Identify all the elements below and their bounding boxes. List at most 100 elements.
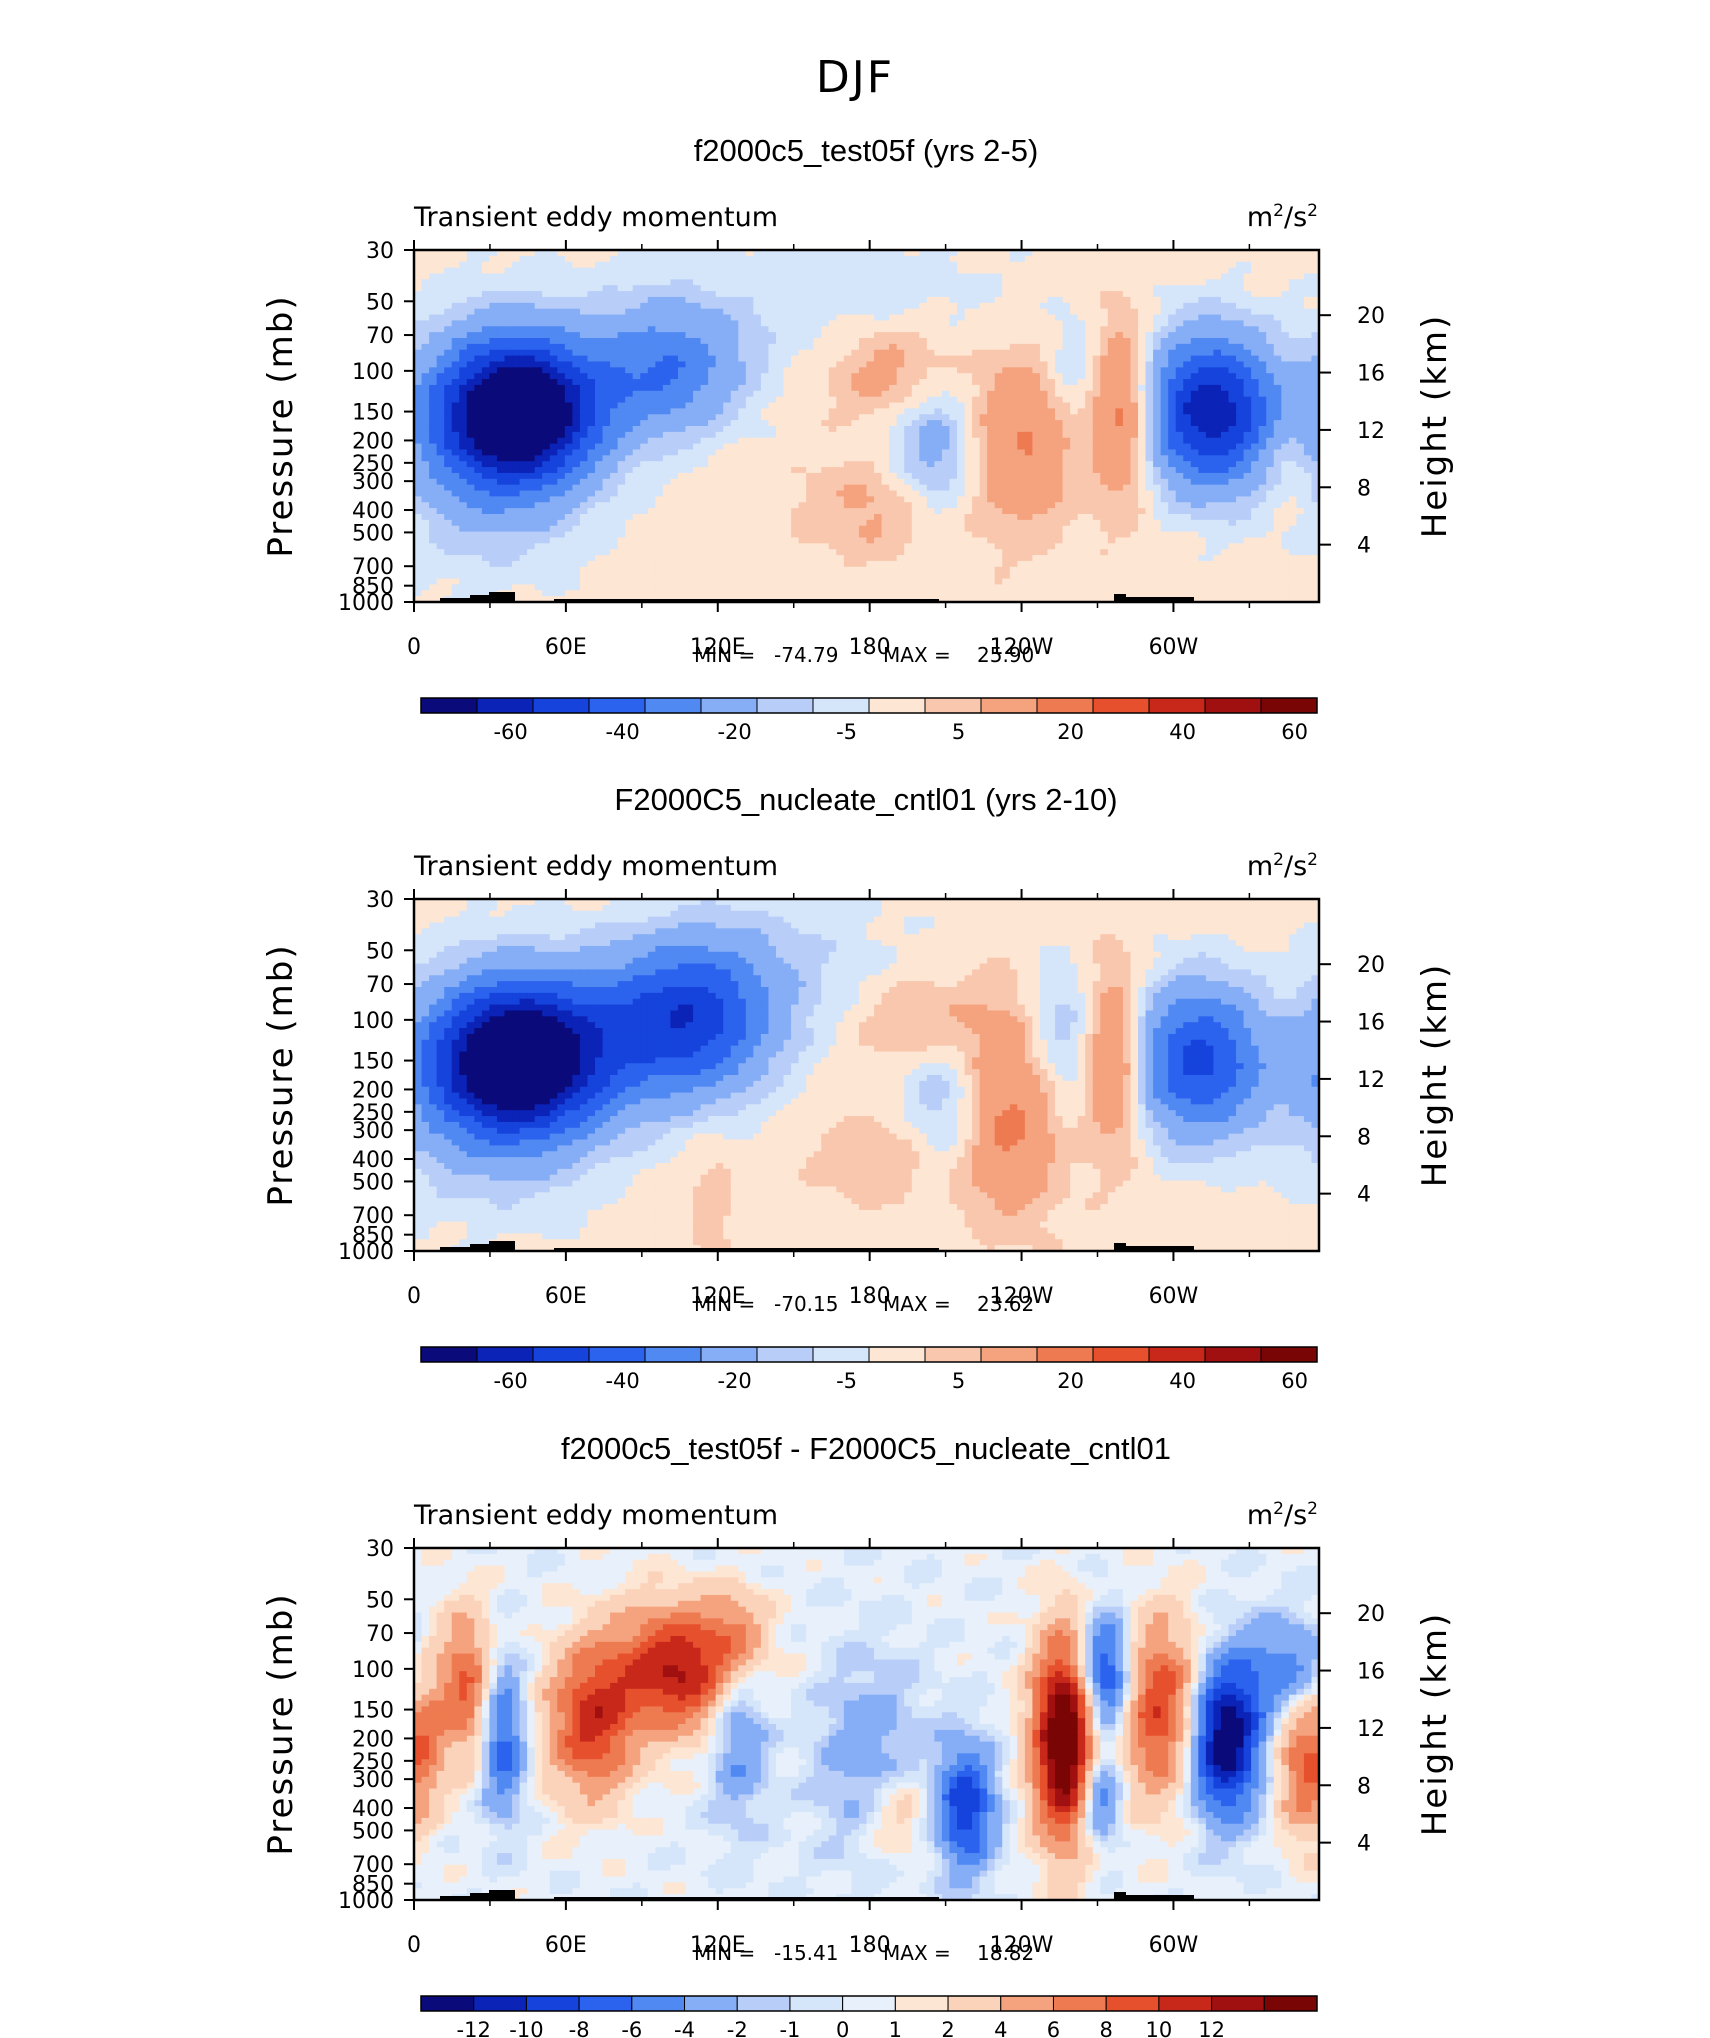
contour-cell xyxy=(1122,449,1132,456)
contour-cell xyxy=(557,338,566,345)
contour-cell xyxy=(1303,443,1313,451)
contour-cell xyxy=(1296,455,1305,462)
contour-cell xyxy=(474,267,483,275)
contour-cell xyxy=(866,279,875,286)
contour-cell xyxy=(836,472,845,480)
contour-cell xyxy=(828,379,837,386)
contour-cell xyxy=(1273,273,1282,280)
contour-cell xyxy=(889,420,898,427)
contour-cell xyxy=(753,273,762,280)
contour-cell xyxy=(881,343,890,351)
contour-cell xyxy=(1273,390,1282,398)
contour-cell xyxy=(444,261,453,269)
contour-cell xyxy=(625,343,634,351)
contour-cell xyxy=(1107,437,1116,445)
contour-cell xyxy=(595,361,604,368)
contour-cell xyxy=(1220,449,1230,456)
contour-cell xyxy=(1145,302,1154,310)
contour-cell xyxy=(1288,467,1297,474)
contour-cell xyxy=(896,326,905,333)
contour-cell xyxy=(602,285,611,292)
contour-cell xyxy=(715,291,724,298)
contour-cell xyxy=(1130,390,1139,398)
contour-cell xyxy=(1009,279,1018,286)
contour-cell xyxy=(572,343,581,351)
contour-cell xyxy=(677,314,687,321)
contour-cell xyxy=(798,273,807,280)
contour-cell xyxy=(1100,426,1109,433)
contour-cell xyxy=(821,355,830,363)
contour-cell xyxy=(1077,437,1086,445)
contour-cell xyxy=(1092,402,1101,409)
contour-cell xyxy=(843,431,853,439)
contour-cell xyxy=(1303,314,1313,321)
contour-cell xyxy=(662,361,672,368)
contour-cell xyxy=(595,402,604,409)
contour-cell xyxy=(730,408,739,415)
contour-cell xyxy=(896,426,905,433)
contour-cell xyxy=(806,431,815,439)
contour-cell xyxy=(595,373,604,380)
contour-cell xyxy=(1070,326,1079,333)
contour-cell xyxy=(987,285,996,292)
contour-cell xyxy=(745,267,754,275)
contour-cell xyxy=(1213,314,1222,321)
contour-cell xyxy=(647,308,656,316)
contour-cell xyxy=(519,478,528,486)
contour-cell xyxy=(1085,420,1094,427)
contour-cell xyxy=(610,367,619,374)
contour-cell xyxy=(874,396,883,404)
contour-cell xyxy=(1243,384,1252,392)
contour-cell xyxy=(1236,296,1245,304)
contour-cell xyxy=(1130,461,1139,468)
contour-cell xyxy=(564,355,573,363)
contour-cell xyxy=(572,308,581,316)
contour-cell xyxy=(496,461,506,468)
contour-cell xyxy=(1002,314,1011,321)
contour-cell xyxy=(994,267,1003,275)
contour-cell xyxy=(881,314,890,321)
contour-cell xyxy=(723,326,732,333)
contour-cell xyxy=(957,273,966,280)
contour-cell xyxy=(730,267,739,275)
contour-cell xyxy=(677,437,687,445)
contour-cell xyxy=(1296,261,1305,269)
contour-cell xyxy=(1198,343,1207,351)
contour-cell xyxy=(677,261,687,269)
contour-cell xyxy=(610,443,619,451)
contour-cell xyxy=(617,390,626,398)
contour-cell xyxy=(1258,308,1267,316)
contour-cell xyxy=(1145,390,1154,398)
contour-cell xyxy=(813,250,822,257)
contour-cell xyxy=(1115,437,1124,445)
contour-cell xyxy=(760,267,770,275)
contour-cell xyxy=(647,379,656,386)
contour-cell xyxy=(572,302,581,310)
contour-cell xyxy=(760,484,770,492)
contour-cell xyxy=(1039,355,1049,363)
contour-cell xyxy=(964,273,973,280)
contour-cell xyxy=(512,314,521,321)
contour-cell xyxy=(858,379,868,386)
contour-cell xyxy=(1273,250,1282,257)
contour-cell xyxy=(693,449,702,456)
contour-cell xyxy=(1062,455,1071,462)
contour-cell xyxy=(994,408,1003,415)
contour-cell xyxy=(534,373,543,380)
contour-cell xyxy=(783,384,792,392)
contour-cell xyxy=(843,426,853,433)
contour-cell xyxy=(496,320,506,327)
contour-cell xyxy=(1273,361,1282,368)
contour-cell xyxy=(414,396,423,404)
contour-cell xyxy=(459,437,468,445)
contour-cell xyxy=(866,349,875,357)
contour-cell xyxy=(1070,279,1079,286)
contour-cell xyxy=(1107,332,1116,339)
contour-cell xyxy=(466,478,475,486)
contour-cell xyxy=(685,343,694,351)
contour-cell xyxy=(670,314,679,321)
contour-cell xyxy=(987,255,996,263)
contour-cell xyxy=(828,373,837,380)
contour-cell xyxy=(964,484,973,492)
contour-cell xyxy=(655,443,664,451)
